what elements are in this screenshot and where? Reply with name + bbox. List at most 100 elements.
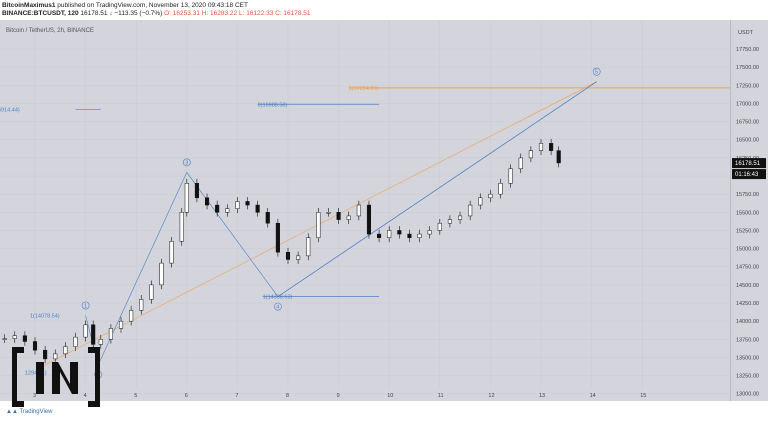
candle-body [427, 230, 432, 235]
price-change: ↓ −113.35 (−0.7%) [109, 10, 163, 17]
candle-body [397, 230, 402, 235]
candle-body [98, 339, 103, 345]
candle-body [215, 204, 220, 213]
candle-body [159, 262, 164, 286]
candle-body [296, 255, 301, 260]
candle-body [488, 193, 493, 199]
elliott-wave-path [85, 81, 597, 366]
candle-body [139, 299, 144, 311]
fib-annotation: 1294.71) [25, 370, 47, 376]
candle-body [22, 335, 27, 342]
fib-annotation: 1(14078.54) [30, 313, 60, 319]
fib-annotation: 1(14338.63) [263, 295, 293, 301]
candle-body [538, 143, 544, 151]
candle-body [108, 328, 113, 340]
wave-label: 3 [185, 160, 188, 166]
candle-body [43, 349, 48, 360]
author-name[interactable]: BitcoinMaximus1 [2, 2, 56, 9]
price-badge-label: 16178.51 [735, 161, 761, 167]
candle-body [83, 324, 88, 338]
candle-body [225, 208, 230, 213]
candle-body [235, 201, 240, 209]
y-tick-label: 15250.00 [736, 228, 759, 234]
candle-body [118, 320, 124, 329]
x-tick-label: 13 [539, 393, 545, 399]
candle-body [194, 183, 199, 199]
candle-body [447, 219, 452, 224]
candle-body [356, 204, 361, 217]
wave-label-circle [81, 301, 90, 310]
candle-body [2, 338, 7, 340]
candle-body [32, 341, 38, 351]
y-tick-label: 17250.00 [736, 83, 759, 89]
wave-label-circle [273, 302, 282, 311]
fib-annotation: 0(17214.86) [349, 86, 379, 92]
fib-annotation: 0(16988.58) [258, 102, 288, 108]
publish-info: BitcoinMaximus1 published on TradingView… [2, 2, 248, 9]
candle-body [437, 222, 442, 231]
candle-body [518, 157, 523, 170]
x-tick-label: 10 [387, 393, 393, 399]
countdown-badge-label: 01:16:43 [735, 172, 759, 178]
candle-body [366, 204, 372, 235]
candle-body [346, 215, 351, 220]
y-tick-label: 14250.00 [736, 301, 759, 307]
price-axis[interactable] [730, 20, 768, 401]
candle-body [149, 284, 154, 300]
candle-body [478, 197, 483, 206]
candle-body [73, 336, 78, 347]
x-tick-label: 3 [33, 393, 36, 399]
x-tick-label: 12 [488, 393, 494, 399]
y-tick-label: 14750.00 [736, 265, 759, 271]
x-tick-label: 14 [590, 393, 596, 399]
wave-label: 5 [595, 70, 598, 76]
candle-body [169, 241, 174, 264]
y-tick-label: 17750.00 [736, 47, 759, 53]
x-tick-label: 4 [84, 393, 87, 399]
symbol-name: BINANCE:BTCUSDT, 120 [2, 10, 79, 17]
y-tick-label: 14500.00 [736, 283, 759, 289]
y-tick-label: 13250.00 [736, 374, 759, 380]
x-tick-label: 6 [185, 393, 188, 399]
chart-title: Bitcoin / TetherUS, 2h, BINANCE [6, 28, 94, 34]
price-badge [732, 158, 766, 169]
candle-body [91, 324, 96, 345]
x-tick-label: 9 [337, 393, 340, 399]
candle-body [275, 222, 280, 253]
y-axis-currency: USDT [738, 30, 754, 36]
last-price: 16178.51 [80, 10, 108, 17]
x-tick-label: 11 [438, 393, 444, 399]
y-tick-label: 14000.00 [736, 319, 759, 325]
candle-body [63, 346, 68, 355]
chart-plot-area[interactable]: Bitcoin / TetherUS, 2h, BINANCE [0, 20, 730, 401]
y-tick-label: 15000.00 [736, 247, 759, 253]
y-tick-label: 13500.00 [736, 355, 759, 361]
candle-body [457, 215, 463, 220]
candle-body [498, 183, 503, 195]
x-tick-label: 7 [235, 393, 238, 399]
candle-body [387, 230, 392, 238]
candle-body [468, 204, 473, 217]
y-tick-label: 16750.00 [736, 120, 759, 126]
x-tick-label: 15 [640, 393, 646, 399]
y-tick-label: 13000.00 [736, 392, 759, 398]
candle-body [528, 150, 533, 159]
fib-annotation: 4.618(16914.44) [0, 108, 20, 114]
candle-body [53, 353, 58, 360]
low-value: L: 16122.33 [238, 10, 274, 17]
tradingview-label: TradingView [19, 409, 53, 415]
candle-body [179, 212, 184, 242]
candle-body [245, 201, 250, 206]
beincrypto-logo-icon [12, 347, 100, 407]
y-tick-label: 17500.00 [736, 65, 759, 71]
y-tick-label: 15500.00 [736, 210, 759, 216]
y-tick-label: 15750.00 [736, 192, 759, 198]
candle-body [306, 237, 311, 257]
candle-body [204, 197, 210, 206]
tradingview-logo[interactable]: ▲▲ TradingView [6, 409, 52, 415]
wave-channel-line [277, 81, 597, 297]
candle-body [556, 150, 561, 164]
tradingview-icon: ▲▲ [6, 409, 18, 415]
wave-label-circle [592, 67, 601, 76]
